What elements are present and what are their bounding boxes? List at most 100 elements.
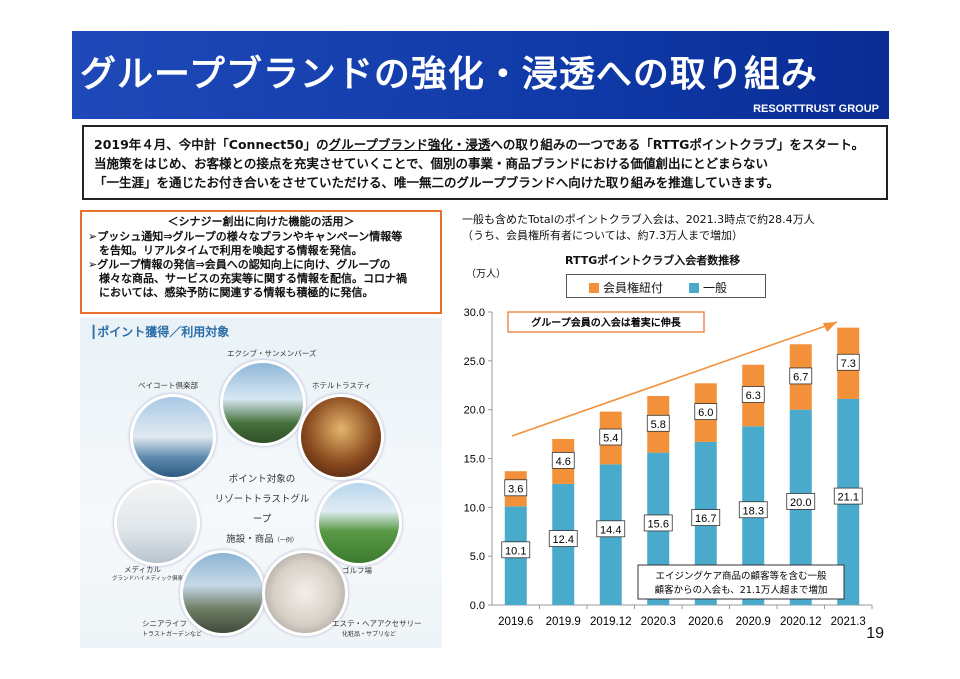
legend-swatch-member <box>589 283 599 293</box>
data-label-member: 5.4 <box>603 432 618 444</box>
points-panel: ┃ポイント獲得／利用対象 エクシブ・サンメンバーズ ベイコート倶楽部 ホテルトラ… <box>80 318 442 648</box>
x-tick-label: 2021.3 <box>831 616 866 628</box>
trend-arrowhead <box>823 322 837 332</box>
data-label-box <box>646 414 670 432</box>
data-label-box <box>596 520 626 538</box>
y-tick-label: 10.0 <box>464 502 485 514</box>
data-label-box <box>643 514 673 532</box>
data-label-general: 10.1 <box>505 545 526 557</box>
center-line3: 施設・商品 <box>226 534 274 545</box>
x-tick-label: 2020.9 <box>736 616 771 628</box>
label-xiv: エクシブ・サンメンバーズ <box>227 349 317 358</box>
label-medical-sub: グランドハイメディック倶楽部 クリニック・病院 <box>112 576 235 582</box>
data-label-box <box>836 353 860 371</box>
data-label-box <box>694 403 718 420</box>
y-tick-label: 25.0 <box>464 356 485 368</box>
y-tick-label: 15.0 <box>464 454 485 466</box>
data-label-box <box>548 530 578 547</box>
center-line2: リゾートトラストグループ <box>214 494 310 525</box>
legend-label-general: 一般 <box>703 281 728 295</box>
data-label-box <box>789 367 813 385</box>
label-golf: ゴルフ場 <box>342 566 372 575</box>
data-label-member: 4.6 <box>556 456 571 468</box>
center-line3-small: （一例） <box>273 537 298 544</box>
trend-arrow <box>511 321 838 437</box>
data-label-box <box>786 493 816 510</box>
photo-esthe <box>262 550 348 636</box>
label-esthe: エステ・ヘアアクセサリー <box>332 619 422 628</box>
callout-bottom-box <box>637 564 845 600</box>
chart-note: 一般も含めたTotalのポイントクラブ入会は、2021.3時点で約28.4万人 … <box>462 212 815 244</box>
x-tick-label: 2019.6 <box>498 616 533 628</box>
synergy-title: ＜シナジー創出に向けた機能の活用＞ <box>167 215 355 228</box>
synergy-box: ＜シナジー創出に向けた機能の活用＞ ➢プッシュ通知⇒グループの様々なプランやキャ… <box>80 210 442 314</box>
label-senior-sub: トラストガーデンなど <box>142 631 202 638</box>
data-label-box <box>738 501 768 519</box>
data-label-member: 6.3 <box>746 390 761 402</box>
data-label-box <box>504 479 528 497</box>
chart-title: RTTGポイントクラブ入会者数推移 <box>565 254 741 267</box>
data-label-member: 7.3 <box>841 358 856 370</box>
callout-top-box <box>507 311 705 333</box>
callout-bottom-line1: エイジングケア商品の顧客等を含む一般 <box>655 570 827 582</box>
label-baycourt: ベイコート倶楽部 <box>138 381 198 390</box>
data-label-box <box>741 386 765 403</box>
note-line2: （うち、会員権所有者については、約7.3万人まで増加） <box>462 229 743 242</box>
legend-label-member: 会員権紐付 <box>603 281 664 295</box>
summary-box: 2019年４月、今中計「Connect50」のグループブランド強化・浸透への取り… <box>82 125 888 200</box>
summary-line3: 「一生涯」を通じたお付き合いをさせていただける、唯一無二のグループブランドへ向け… <box>94 175 780 190</box>
data-label-general: 15.6 <box>648 518 669 530</box>
label-hotel: ホテルトラスティ <box>312 381 372 390</box>
data-label-box <box>551 452 575 469</box>
photo-medical <box>114 480 200 566</box>
summary-line1-c: への取り組みの一つである「RTTGポイントクラブ」をスタート。 <box>490 137 865 152</box>
header-banner: グループブランドの強化・浸透への取り組み RESORTTRUST GROUP <box>72 31 889 119</box>
callout-top-text: グループ会員の入会は着実に伸長 <box>531 316 681 329</box>
legend-swatch-general <box>689 283 699 293</box>
summary-line1-b: グループブランド強化・浸透 <box>328 137 491 152</box>
chart-legend: 会員権紐付 一般 <box>566 274 766 298</box>
x-tick-label: 2020.3 <box>641 616 676 628</box>
x-tick-label: 2019.9 <box>546 616 581 628</box>
synergy-line: ➢プッシュ通知⇒グループの様々なプランやキャンペーン情報等 <box>88 230 403 243</box>
y-tick-label: 30.0 <box>464 307 485 319</box>
synergy-line: においては、感染予防に関連する情報も積極的に発信。 <box>88 286 374 299</box>
data-label-box <box>501 541 531 559</box>
summary-line2: 当施策をはじめ、お客様との接点を充実させていくことで、個別の事業・商品ブランドに… <box>94 156 769 171</box>
summary-line1-a: 2019年４月、今中計「Connect50」の <box>94 137 329 152</box>
synergy-line: 様々な商品、サービスの充実等に関する情報を配信。コロナ禍 <box>88 272 407 285</box>
synergy-line: ➢グループ情報の発信⇒会員への認知向上に向け、グループの <box>88 258 391 271</box>
legend-item-general: 一般 <box>689 279 727 296</box>
data-label-box <box>691 509 721 526</box>
page-title: グループブランドの強化・浸透への取り組み <box>80 54 818 95</box>
legend-item-member: 会員権紐付 <box>589 279 663 296</box>
synergy-line: を告知。リアルタイムで利用を喚起する情報を発信。 <box>88 244 363 257</box>
x-tick-label: 2020.12 <box>780 616 822 628</box>
photo-xiv <box>220 360 306 446</box>
x-tick-label: 2020.6 <box>688 616 723 628</box>
data-label-member: 6.0 <box>698 407 713 419</box>
points-panel-title: ┃ポイント獲得／利用対象 <box>90 325 230 339</box>
data-label-general: 18.3 <box>743 505 764 517</box>
photo-hotel <box>298 394 384 480</box>
y-tick-label: 20.0 <box>464 405 485 417</box>
data-label-general: 16.7 <box>695 513 716 525</box>
data-label-member: 6.7 <box>793 371 808 383</box>
note-line1: 一般も含めたTotalのポイントクラブ入会は、2021.3時点で約28.4万人 <box>462 213 815 226</box>
y-tick-label: 5.0 <box>470 551 485 563</box>
y-axis-unit: （万人） <box>466 269 506 280</box>
data-label-general: 20.0 <box>790 497 811 509</box>
photo-senior <box>180 550 266 636</box>
stacked-bar-chart: 0.0 5.0 10.0 15.0 20.0 25.0 30.0 2019.6 10.1 3.6 2… <box>464 307 873 628</box>
page-number: 19 <box>866 625 884 642</box>
data-label-box <box>833 487 863 505</box>
points-center-text: ポイント対象の リゾートトラストグループ 施設・商品（一例） <box>212 470 312 551</box>
callout-bottom-line2: 顧客からの入会も、21.1万人超まで増加 <box>655 584 828 596</box>
label-esthe-sub: 化粧品・サプリなど <box>342 631 397 638</box>
data-label-general: 14.4 <box>600 524 621 536</box>
x-tick-label: 2019.12 <box>590 616 632 628</box>
photo-baycourt <box>130 394 216 480</box>
data-label-member: 3.6 <box>508 483 523 495</box>
photo-golf <box>316 480 402 566</box>
company-name: RESORTTRUST GROUP <box>753 103 879 115</box>
